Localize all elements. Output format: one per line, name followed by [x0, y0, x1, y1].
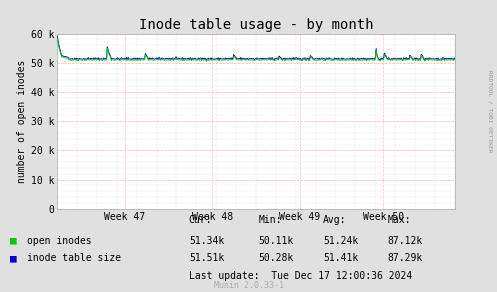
Y-axis label: number of open inodes: number of open inodes: [17, 60, 27, 183]
Text: Max:: Max:: [388, 215, 411, 225]
Text: 87.12k: 87.12k: [388, 236, 423, 246]
Text: 51.51k: 51.51k: [189, 253, 224, 263]
Text: ■: ■: [10, 236, 17, 246]
Text: RRDTOOL / TOBI OETIKER: RRDTOOL / TOBI OETIKER: [487, 70, 492, 152]
Text: 51.24k: 51.24k: [323, 236, 358, 246]
Text: open inodes: open inodes: [27, 236, 92, 246]
Text: 51.41k: 51.41k: [323, 253, 358, 263]
Text: 87.29k: 87.29k: [388, 253, 423, 263]
Text: Avg:: Avg:: [323, 215, 346, 225]
Text: Munin 2.0.33-1: Munin 2.0.33-1: [214, 281, 283, 290]
Text: 50.28k: 50.28k: [258, 253, 294, 263]
Text: Min:: Min:: [258, 215, 282, 225]
Text: 51.34k: 51.34k: [189, 236, 224, 246]
Text: Last update:  Tue Dec 17 12:00:36 2024: Last update: Tue Dec 17 12:00:36 2024: [189, 271, 412, 281]
Text: 50.11k: 50.11k: [258, 236, 294, 246]
Text: ■: ■: [10, 253, 17, 263]
Text: inode table size: inode table size: [27, 253, 121, 263]
Title: Inode table usage - by month: Inode table usage - by month: [139, 18, 373, 32]
Text: Cur:: Cur:: [189, 215, 212, 225]
